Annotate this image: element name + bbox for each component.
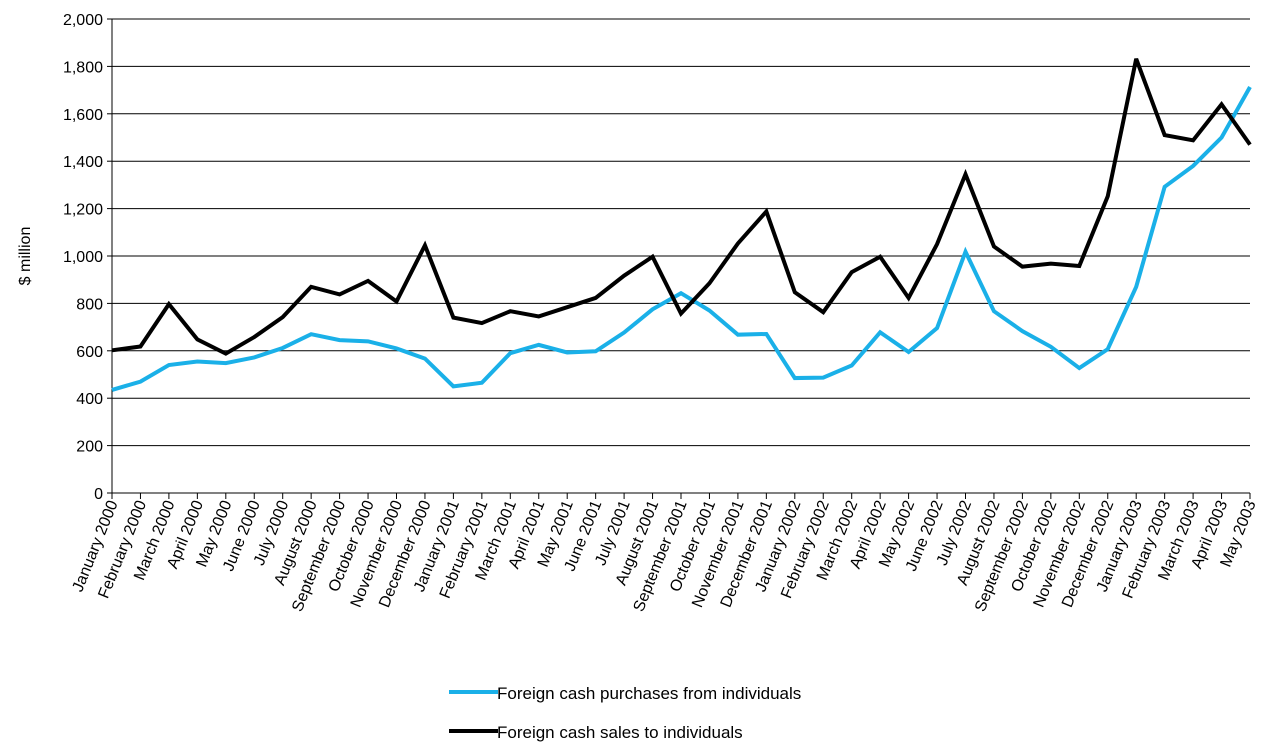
y-tick-label-1: 200 — [76, 439, 103, 456]
legend-item-purchases: Foreign cash purchases from individuals — [449, 684, 801, 703]
series-lines — [111, 58, 1252, 392]
y-axis-label: $ million — [17, 227, 34, 286]
legend-label-purchases: Foreign cash purchases from individuals — [497, 684, 801, 703]
gridlines — [112, 18, 1250, 447]
legend-item-sales: Foreign cash sales to individuals — [449, 723, 743, 742]
y-tick-label-9: 1,800 — [63, 59, 103, 76]
axes — [107, 18, 1251, 499]
y-tick-label-6: 1,200 — [63, 202, 103, 219]
y-tick-label-8: 1,600 — [63, 107, 103, 124]
legend-label-sales: Foreign cash sales to individuals — [497, 723, 743, 742]
series-line-0 — [111, 86, 1252, 392]
y-tick-label-3: 600 — [76, 344, 103, 361]
series-line-1 — [111, 58, 1252, 356]
y-tick-label-7: 1,400 — [63, 154, 103, 171]
y-tick-label-2: 400 — [76, 391, 103, 408]
y-tick-label-4: 800 — [76, 296, 103, 313]
y-axis-tick-labels: 0 200 400 600 800 1,000 1,200 1,400 1,600 1,800 2,… — [63, 12, 103, 503]
y-tick-label-10: 2,000 — [63, 12, 103, 29]
y-tick-label-5: 1,000 — [63, 249, 103, 266]
y-tick-label-0: 0 — [94, 486, 103, 503]
legend: Foreign cash purchases from individuals … — [449, 684, 801, 742]
